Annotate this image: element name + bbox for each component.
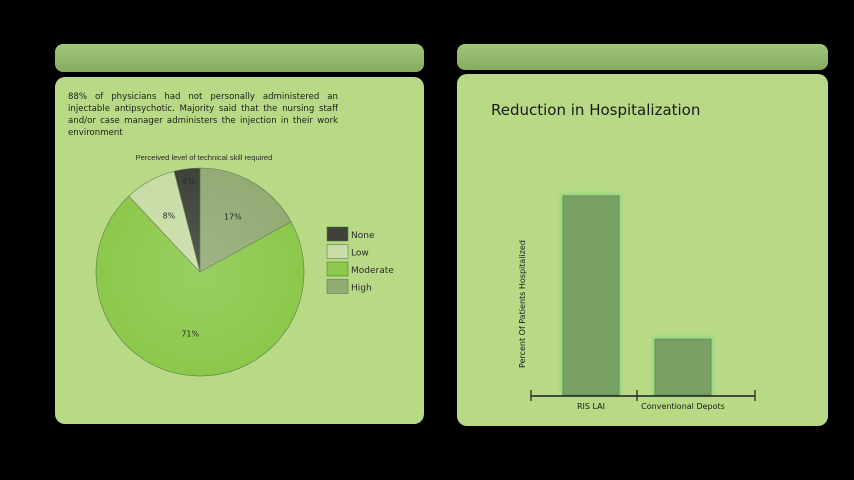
pie-data-label-none: 4%	[182, 177, 195, 186]
intro-paragraph: 88% of physicians had not personally adm…	[68, 92, 338, 138]
legend-swatch-moderate	[326, 261, 349, 277]
bar-conventional-depots	[654, 338, 712, 396]
pie-data-label-low: 8%	[163, 211, 176, 220]
legend-label-moderate: Moderate	[351, 266, 394, 276]
legend-swatch-none	[326, 226, 349, 242]
right-panel-header	[457, 44, 828, 70]
x-tick-label-ris-lai: RIS LAI	[577, 402, 605, 411]
legend-label-high: High	[351, 284, 372, 294]
pie-chart-title: Perceived level of technical skill requi…	[135, 153, 273, 162]
legend-swatch-high	[326, 279, 349, 294]
left-panel-header	[55, 44, 424, 72]
bar-ris-lai	[562, 195, 620, 396]
bar-chart-title: Reduction in Hospitalization	[491, 101, 701, 119]
pie-data-label-moderate: 71%	[181, 330, 199, 339]
x-tick-label-conventional-depots: Conventional Depots	[641, 402, 725, 411]
pie-highlight	[96, 168, 304, 376]
legend-label-low: Low	[351, 249, 369, 259]
legend-swatch-low	[326, 244, 349, 259]
legend-label-none: None	[351, 231, 375, 241]
right-panel	[457, 74, 828, 426]
pie-data-label-high: 17%	[224, 212, 242, 221]
